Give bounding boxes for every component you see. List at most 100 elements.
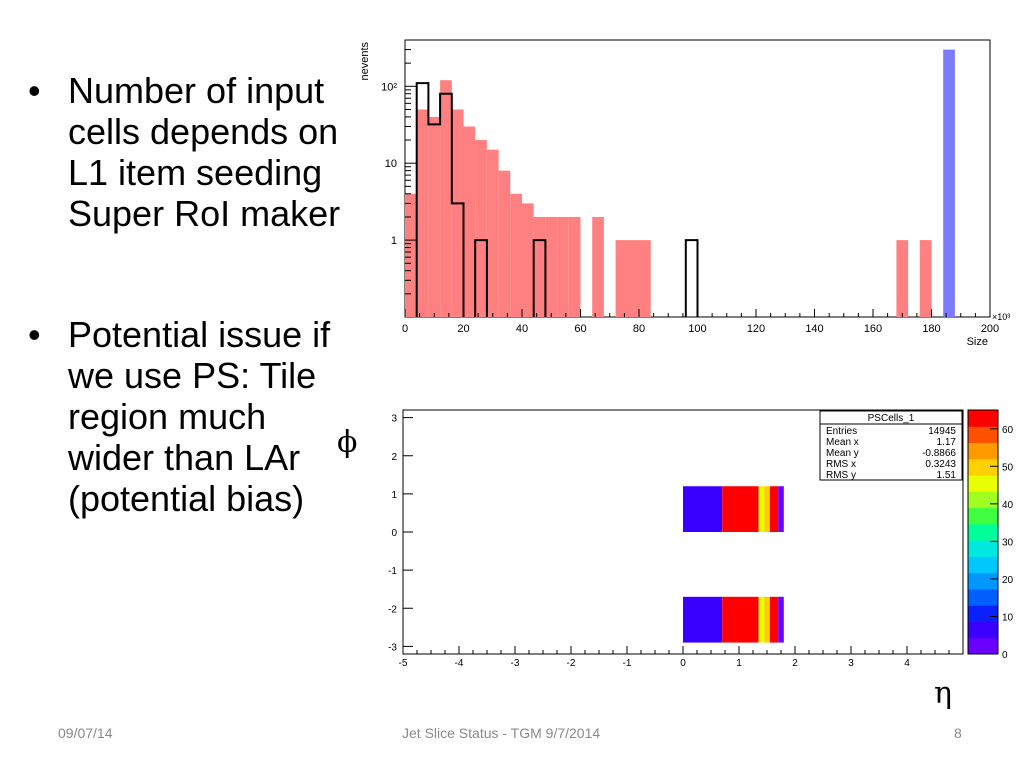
y-tick-label: 1: [391, 235, 397, 247]
y-tick-label: 10: [385, 158, 397, 170]
histogram-red-bar: [486, 149, 499, 317]
y-tick-label: -2: [388, 604, 397, 615]
colorbar-segment: [968, 491, 998, 509]
stats-box: [819, 410, 963, 481]
heatmap-cell: [758, 596, 765, 643]
histogram-red-bar: [428, 116, 441, 317]
heatmap-cell: [764, 486, 770, 532]
stats-label: RMS y: [826, 470, 856, 481]
colorbar-segment: [968, 458, 998, 476]
x-tick-label: 160: [864, 323, 882, 335]
x-tick-label: 40: [516, 323, 528, 335]
x-tick-label: -5: [399, 658, 408, 669]
colorbar-segment: [968, 556, 998, 574]
colorbar-segment: [968, 475, 998, 492]
bullet-marker: •: [28, 70, 41, 111]
colorbar-tick-label: 30: [1002, 537, 1014, 548]
histogram-red-bar: [592, 216, 604, 317]
stats-value: -0.8866: [922, 448, 956, 459]
histogram-red-bar: [568, 216, 581, 317]
heatmap-cell: [722, 596, 759, 643]
histogram-red-bar: [451, 109, 464, 317]
x-tick-label: 140: [805, 323, 823, 335]
heatmap-cell: [722, 486, 759, 532]
heatmap-cell: [758, 486, 765, 532]
bullet-text: Number of input cells depends on L1 item…: [68, 70, 341, 234]
histogram-red-bar: [498, 170, 511, 317]
bullet-list: • Number of input cells depends on L1 it…: [28, 70, 348, 519]
bullet-text: Potential issue if we use PS: Tile regio…: [68, 314, 331, 519]
y-tick-label: -1: [388, 566, 397, 577]
heatmap-cell: [778, 596, 784, 643]
x-tick-label: 0: [680, 658, 686, 669]
heatmap-cell: [769, 486, 779, 532]
histogram-blue-bar: [943, 49, 955, 317]
histogram-red-bar: [919, 240, 932, 317]
y-tick-label: -3: [388, 642, 397, 653]
x-axis-label: Size: [967, 336, 988, 348]
colorbar-segment: [968, 507, 998, 525]
colorbar-segment: [968, 442, 998, 460]
x-tick-label: -3: [511, 658, 520, 669]
histogram-red-bar: [896, 240, 909, 317]
heatmap-chart: -5 -4 -3 -2 -1 0 1 2 3 43210-1-2-3PSCells_1Entrie…: [388, 409, 1014, 669]
x-tick-label: 180: [922, 323, 940, 335]
stats-label: Mean x: [826, 437, 859, 448]
y-tick-label: 3: [391, 414, 397, 425]
bullet-item: • Potential issue if we use PS: Tile reg…: [28, 314, 348, 519]
y-tick-label: 1: [391, 490, 397, 501]
x-tick-label: 80: [633, 323, 645, 335]
stats-label: RMS x: [826, 459, 856, 470]
histogram-red-bar: [557, 216, 569, 317]
y-tick-label: 0: [391, 528, 397, 539]
colorbar-segment: [968, 572, 998, 590]
bullet-marker: •: [28, 314, 41, 355]
stats-label: Mean y: [826, 448, 859, 459]
heatmap-cell: [683, 486, 723, 532]
colorbar-segment: [968, 605, 998, 622]
colorbar-tick-label: 10: [1002, 612, 1014, 623]
footer-date: 09/07/14: [58, 725, 113, 741]
colorbar-frame: [967, 409, 999, 655]
x-tick-label: 3: [848, 658, 854, 669]
stats-value: 0.3243: [925, 459, 956, 470]
colorbar-segment: [968, 621, 998, 639]
histogram-chart: 0 20 40 60 80 100 120 140 160 180 200×10³ Size 1 10 10…: [359, 39, 1010, 348]
colorbar-tick-label: 0: [1002, 650, 1008, 661]
histogram-red-bar: [405, 193, 417, 317]
histogram-red-bar: [510, 193, 522, 317]
stats-value: 1.17: [937, 437, 957, 448]
x-tick-label: 2: [792, 658, 798, 669]
colorbar-segment: [968, 540, 998, 557]
y-axis-label: nevents: [359, 42, 371, 81]
colorbar-segment: [968, 410, 998, 427]
x-tick-label: 20: [457, 323, 469, 335]
colorbar-segment: [968, 426, 998, 444]
histogram-red-bar: [545, 216, 558, 317]
x-tick-label: -1: [623, 658, 632, 669]
histogram-red-bar: [615, 240, 651, 317]
x-tick-label: 1: [736, 658, 742, 669]
footer-page-number: 8: [954, 725, 962, 741]
histogram-red-bar: [416, 109, 429, 317]
bullet-item: • Number of input cells depends on L1 it…: [28, 70, 348, 234]
histogram-red-bar: [475, 140, 487, 317]
phi-axis-label: ϕ: [337, 425, 358, 460]
colorbar-tick-label: 20: [1002, 575, 1014, 586]
x-tick-label: 4: [904, 658, 910, 669]
stats-title: PSCells_1: [868, 413, 915, 424]
histogram-outline-series: [415, 82, 699, 317]
y-tick-label: 10²: [381, 81, 397, 93]
colorbar-tick-label: 60: [1002, 425, 1014, 436]
histogram-red-bar: [533, 216, 546, 317]
stats-value: 14945: [928, 426, 956, 437]
x-tick-label: -4: [455, 658, 464, 669]
stats-value: 1.51: [937, 470, 957, 481]
colorbar-segment: [968, 523, 998, 541]
x-tick-label: 200: [981, 323, 999, 335]
heatmap-cell: [778, 486, 784, 532]
histogram-red-bar: [522, 203, 534, 317]
heatmap-cell: [683, 596, 723, 643]
x-axis-multiplier: ×10³: [992, 312, 1010, 322]
x-tick-label: 0: [402, 323, 408, 335]
